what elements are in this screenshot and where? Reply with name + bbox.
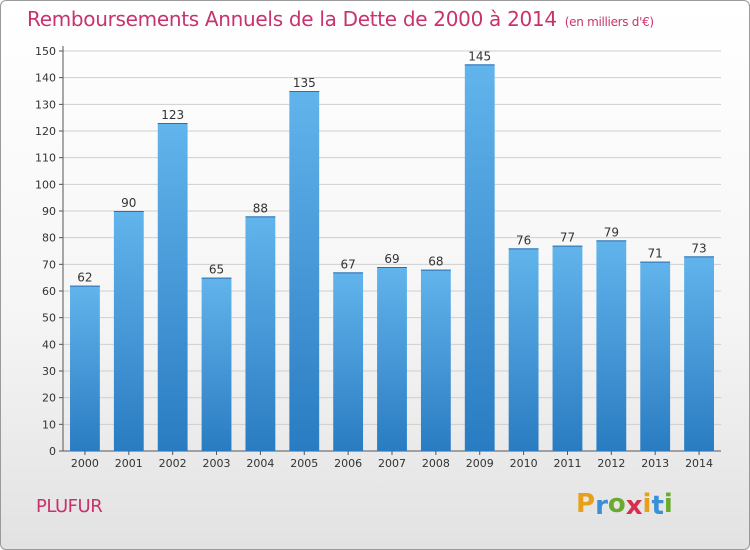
y-tick-label: 110: [35, 152, 56, 165]
bar-2012: [596, 240, 627, 451]
x-tick-label-2003: 2003: [203, 457, 231, 470]
x-tick-label-2001: 2001: [115, 457, 143, 470]
logo-letter: o: [607, 489, 626, 519]
x-tick-label-2009: 2009: [466, 457, 494, 470]
bar-2008: [420, 269, 451, 451]
bar-2006: [333, 272, 364, 451]
x-tick-label-2000: 2000: [71, 457, 99, 470]
unit-text: (en milliers d'€): [564, 15, 654, 29]
y-tick-label: 140: [35, 72, 56, 85]
y-tick-label: 70: [42, 258, 56, 271]
y-tick-label: 80: [42, 232, 56, 245]
y-tick-label: 130: [35, 98, 56, 111]
x-tick-label-2010: 2010: [510, 457, 538, 470]
y-tick-label: 0: [49, 445, 56, 458]
x-tick-label-2008: 2008: [422, 457, 450, 470]
y-tick-label: 40: [42, 338, 56, 351]
x-tick-label-2007: 2007: [378, 457, 406, 470]
bar-2003: [201, 277, 232, 451]
value-label-2001: 90: [121, 196, 136, 210]
bar-2010: [508, 248, 539, 451]
bars: [70, 64, 714, 452]
y-tick-label: 60: [42, 285, 56, 298]
y-tick-label: 150: [35, 45, 56, 58]
value-label-2008: 68: [428, 255, 443, 269]
y-tick-label: 30: [42, 365, 56, 378]
value-label-2003: 65: [209, 263, 224, 277]
bar-2002: [157, 123, 188, 451]
value-label-2011: 77: [560, 231, 575, 245]
logo-letter: P: [576, 489, 596, 519]
labels: 0 10 20 30 40 50 60 70 80 90 100 110 120 130 140 150 62 2…: [35, 45, 713, 470]
value-label-2000: 62: [77, 271, 92, 285]
y-tick-label: 20: [42, 392, 56, 405]
bar-2000: [70, 285, 100, 451]
value-label-2007: 69: [384, 252, 399, 266]
logo-letter: i: [642, 489, 652, 519]
value-label-2010: 76: [516, 233, 531, 247]
value-label-2009: 145: [468, 49, 491, 63]
commune-name: PLUFUR: [36, 496, 103, 517]
logo-letter: t: [651, 491, 664, 521]
bar-2009: [464, 64, 495, 452]
bar-2005: [289, 91, 320, 451]
value-label-2002: 123: [161, 108, 184, 122]
proxiti-logo: Proxiti: [576, 489, 673, 521]
x-tick-label-2012: 2012: [597, 457, 625, 470]
logo-letter: r: [595, 491, 608, 521]
bar-2001: [113, 211, 144, 451]
value-label-2014: 73: [691, 241, 706, 255]
x-tick-label-2002: 2002: [159, 457, 187, 470]
value-label-2004: 88: [253, 201, 268, 215]
value-label-2006: 67: [340, 257, 355, 271]
x-tick-label-2006: 2006: [334, 457, 362, 470]
bar-2013: [640, 261, 671, 451]
chart-title: Remboursements Annuels de la Dette de 20…: [27, 7, 654, 31]
bar-2014: [684, 256, 714, 451]
y-tick-label: 10: [42, 418, 56, 431]
logo-letter: x: [625, 491, 643, 521]
x-tick-label-2004: 2004: [246, 457, 274, 470]
value-label-2012: 79: [604, 225, 619, 239]
value-label-2005: 135: [293, 76, 316, 90]
bar-2011: [552, 245, 583, 451]
title-text: Remboursements Annuels de la Dette de 20…: [27, 7, 557, 31]
value-label-2013: 71: [648, 247, 663, 261]
x-tick-label-2005: 2005: [290, 457, 318, 470]
x-tick-label-2013: 2013: [641, 457, 669, 470]
y-tick-label: 50: [42, 312, 56, 325]
x-tick-label-2011: 2011: [553, 457, 581, 470]
bar-2004: [245, 216, 276, 451]
y-tick-label: 120: [35, 125, 56, 138]
y-tick-label: 90: [42, 205, 56, 218]
y-tick-label: 100: [35, 178, 56, 191]
bar-2007: [377, 267, 407, 451]
x-tick-label-2014: 2014: [685, 457, 713, 470]
logo-letter: i: [663, 489, 673, 519]
